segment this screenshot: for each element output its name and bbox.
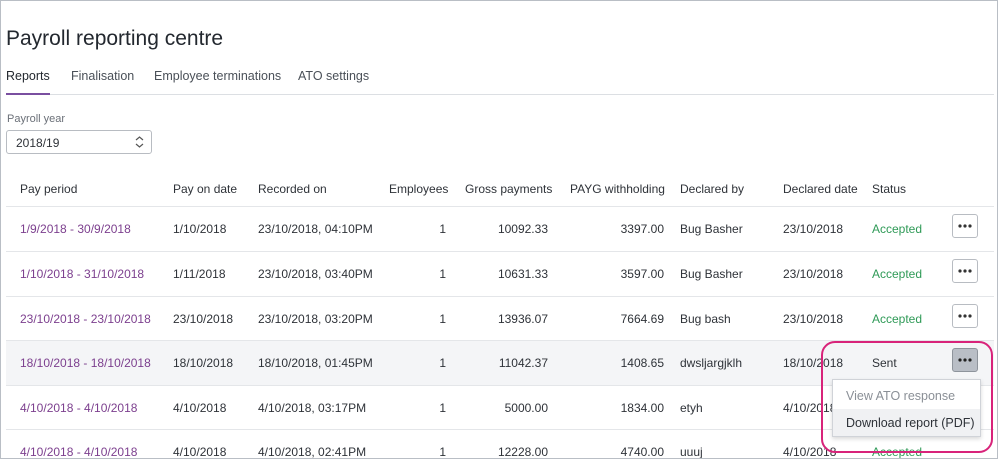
- gross-payments: 11042.37: [498, 356, 548, 370]
- recorded-on: 23/10/2018, 03:40PM: [258, 267, 373, 281]
- row-actions-button[interactable]: [952, 259, 978, 283]
- pay-on-date: 23/10/2018: [173, 312, 234, 326]
- gross-payments: 13936.07: [497, 312, 548, 326]
- employees-count: 1: [439, 222, 446, 236]
- tab-finalisation[interactable]: Finalisation: [71, 69, 135, 83]
- employees-count: 1: [439, 445, 446, 459]
- menu-item-label: View ATO response: [846, 389, 956, 403]
- recorded-on: 4/10/2018, 03:17PM: [258, 401, 367, 415]
- pay-period-link[interactable]: 1/9/2018 - 30/9/2018: [20, 222, 131, 236]
- column-header: Employees: [389, 182, 449, 196]
- status-badge: Accepted: [872, 445, 923, 459]
- table-row: 4/10/2018 - 4/10/2018 4/10/2018 4/10/201…: [6, 429, 994, 459]
- declared-date: 23/10/2018: [783, 312, 844, 326]
- declared-by: Bug Basher: [680, 267, 743, 281]
- status-badge: Accepted: [872, 267, 923, 281]
- payroll-year-label: Payroll year: [7, 113, 66, 125]
- table-row: 4/10/2018 - 4/10/2018 4/10/2018 4/10/201…: [6, 385, 994, 430]
- pay-on-date: 4/10/2018: [173, 401, 227, 415]
- row-actions-button[interactable]: [952, 214, 978, 238]
- status-badge: Accepted: [872, 222, 923, 236]
- pay-period-link[interactable]: 1/10/2018 - 31/10/2018: [20, 267, 145, 281]
- pay-period-link[interactable]: 4/10/2018 - 4/10/2018: [20, 445, 138, 459]
- column-header: Pay on date: [173, 182, 238, 196]
- column-header: Declared by: [680, 182, 745, 196]
- recorded-on: 23/10/2018, 04:10PM: [258, 222, 373, 236]
- column-header: PAYG withholding: [570, 182, 665, 196]
- payroll-year-value: 2018/19: [16, 136, 60, 150]
- payg-withholding: 4740.00: [620, 445, 664, 459]
- column-header: Pay period: [20, 182, 78, 196]
- column-header: Declared date: [783, 182, 858, 196]
- status-badge: Accepted: [872, 312, 923, 326]
- declared-by: uuuj: [680, 445, 703, 459]
- status-badge: Sent: [872, 356, 897, 370]
- column-header: Recorded on: [258, 182, 327, 196]
- tab-bar: Reports Finalisation Employee terminatio…: [6, 69, 994, 95]
- more-horizontal-icon: [958, 358, 972, 362]
- row-actions-button[interactable]: [952, 304, 978, 328]
- pay-period-link[interactable]: 4/10/2018 - 4/10/2018: [20, 401, 138, 415]
- table-header: Pay period Pay on date Recorded on Emplo…: [6, 175, 994, 204]
- recorded-on: 4/10/2018, 02:41PM: [258, 445, 367, 459]
- row-actions-button[interactable]: [952, 348, 978, 372]
- download-report-pdf-item[interactable]: Download report (PDF): [833, 409, 980, 436]
- view-ato-response-item[interactable]: View ATO response: [833, 382, 980, 409]
- page-title: Payroll reporting centre: [6, 27, 224, 50]
- table-row: 1/10/2018 - 31/10/2018 1/11/2018 23/10/2…: [6, 251, 994, 296]
- row-actions-menu: View ATO response Download report (PDF): [832, 379, 981, 437]
- payg-withholding: 1834.00: [620, 401, 664, 415]
- recorded-on: 18/10/2018, 01:45PM: [258, 356, 373, 370]
- more-horizontal-icon: [958, 269, 972, 273]
- employees-count: 1: [439, 356, 446, 370]
- declared-by: Bug Basher: [680, 222, 743, 236]
- declared-by: dwsljargjklh: [680, 356, 743, 370]
- pay-on-date: 1/11/2018: [173, 267, 226, 281]
- more-horizontal-icon: [958, 314, 972, 318]
- table-row: 1/9/2018 - 30/9/2018 1/10/2018 23/10/201…: [6, 206, 994, 251]
- chevron-up-down-icon: [135, 136, 144, 148]
- recorded-on: 23/10/2018, 03:20PM: [258, 312, 373, 326]
- declared-date: 4/10/2018: [783, 445, 837, 459]
- pay-period-link[interactable]: 23/10/2018 - 23/10/2018: [20, 312, 151, 326]
- employees-count: 1: [439, 267, 446, 281]
- tab-reports[interactable]: Reports: [6, 69, 50, 95]
- pay-on-date: 4/10/2018: [173, 445, 227, 459]
- employees-count: 1: [439, 312, 446, 326]
- pay-on-date: 18/10/2018: [173, 356, 234, 370]
- declared-date: 4/10/2018: [783, 401, 837, 415]
- declared-by: Bug bash: [680, 312, 731, 326]
- column-header: Status: [872, 182, 907, 196]
- declared-by: etyh: [680, 401, 703, 415]
- employees-count: 1: [439, 401, 446, 415]
- pay-period-link[interactable]: 18/10/2018 - 18/10/2018: [20, 356, 151, 370]
- tab-ato-settings[interactable]: ATO settings: [298, 69, 370, 83]
- tab-employee-terminations[interactable]: Employee terminations: [154, 69, 282, 83]
- table-row: 18/10/2018 - 18/10/2018 18/10/2018 18/10…: [6, 340, 994, 385]
- payg-withholding: 3397.00: [620, 222, 664, 236]
- more-horizontal-icon: [958, 224, 972, 228]
- declared-date: 23/10/2018: [783, 222, 844, 236]
- pay-on-date: 1/10/2018: [173, 222, 227, 236]
- table-row: 23/10/2018 - 23/10/2018 23/10/2018 23/10…: [6, 296, 994, 341]
- menu-item-label: Download report (PDF): [846, 416, 975, 430]
- declared-date: 23/10/2018: [783, 267, 844, 281]
- gross-payments: 10092.33: [497, 222, 548, 236]
- gross-payments: 10631.33: [497, 267, 548, 281]
- column-header: Gross payments: [465, 182, 553, 196]
- gross-payments: 12228.00: [497, 445, 548, 459]
- gross-payments: 5000.00: [504, 401, 548, 415]
- payg-withholding: 7664.69: [620, 312, 664, 326]
- declared-date: 18/10/2018: [783, 356, 844, 370]
- payg-withholding: 1408.65: [620, 356, 664, 370]
- payroll-year-select[interactable]: 2018/19: [6, 130, 152, 154]
- payg-withholding: 3597.00: [620, 267, 664, 281]
